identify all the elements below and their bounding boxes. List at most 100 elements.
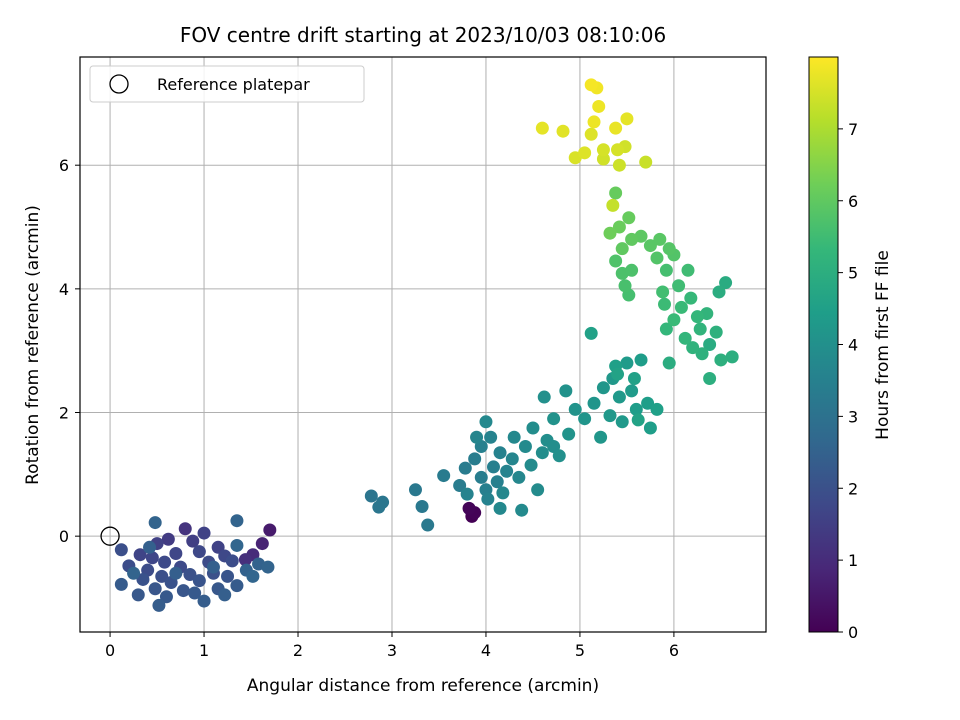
reference-marker xyxy=(100,526,120,546)
data-point xyxy=(479,415,493,429)
data-point xyxy=(584,127,598,141)
data-point xyxy=(656,285,670,299)
data-point xyxy=(643,421,657,435)
data-point xyxy=(562,427,576,441)
data-point xyxy=(587,115,601,129)
data-point xyxy=(622,211,636,225)
data-point xyxy=(148,516,162,530)
data-point xyxy=(703,338,717,351)
data-point xyxy=(505,452,519,466)
x-tick-label: 0 xyxy=(105,641,115,660)
data-point xyxy=(114,577,128,591)
legend-label: Reference platepar xyxy=(157,75,310,94)
colorbar-tick-label: 5 xyxy=(848,264,858,283)
data-point xyxy=(238,553,252,567)
x-axis-ticks: 0 1 2 3 4 5 6 xyxy=(105,632,679,660)
data-point xyxy=(609,121,623,135)
y-axis-label: Rotation from reference (arcmin) xyxy=(23,205,43,485)
data-point xyxy=(230,579,244,593)
data-point xyxy=(364,489,378,503)
data-point xyxy=(206,560,220,574)
data-point xyxy=(620,356,634,370)
data-point xyxy=(484,430,498,444)
data-point xyxy=(535,121,549,135)
x-tick-label: 3 xyxy=(387,641,397,660)
data-point xyxy=(625,263,639,277)
data-point xyxy=(578,146,592,160)
colorbar-ticks: 0 1 2 3 4 5 6 7 xyxy=(838,120,858,642)
colorbar-gradient xyxy=(808,56,839,633)
data-point xyxy=(178,522,192,536)
data-point xyxy=(612,390,626,404)
x-tick-label: 6 xyxy=(669,641,679,660)
data-point xyxy=(690,310,704,324)
data-point xyxy=(468,452,482,466)
x-tick-label: 2 xyxy=(293,641,303,660)
colorbar: 0 1 2 3 4 5 6 7 Hours from first FF file xyxy=(808,56,893,642)
data-point xyxy=(490,475,504,489)
data-point xyxy=(421,518,435,532)
data-point xyxy=(587,396,601,410)
data-point xyxy=(197,594,211,608)
data-point xyxy=(496,486,510,500)
data-point xyxy=(493,501,507,515)
data-point xyxy=(695,347,709,361)
data-point xyxy=(641,396,655,410)
data-point xyxy=(169,546,183,560)
data-point xyxy=(612,158,626,172)
data-point xyxy=(500,464,514,478)
data-point xyxy=(486,460,500,474)
data-point xyxy=(197,526,211,540)
colorbar-label: Hours from first FF file xyxy=(873,250,893,440)
data-point xyxy=(725,350,739,364)
data-point xyxy=(255,537,269,551)
data-point xyxy=(659,322,673,336)
y-tick-label: 0 xyxy=(59,527,69,546)
data-point xyxy=(547,412,561,426)
y-tick-label: 6 xyxy=(59,156,69,175)
data-point xyxy=(667,313,681,327)
data-point xyxy=(659,263,673,277)
scatter-points xyxy=(114,78,739,612)
data-point xyxy=(625,384,639,398)
data-point xyxy=(639,155,653,169)
data-point xyxy=(629,402,643,416)
data-point xyxy=(603,409,617,423)
data-point xyxy=(408,483,422,497)
data-point xyxy=(176,584,190,598)
data-point xyxy=(712,285,726,299)
data-point xyxy=(578,412,592,426)
data-point xyxy=(559,384,573,398)
data-point xyxy=(535,446,549,460)
legend-marker-open-circle-icon xyxy=(109,74,129,94)
data-point xyxy=(625,232,639,246)
data-point xyxy=(693,322,707,336)
data-point xyxy=(556,124,570,138)
data-point xyxy=(596,381,610,395)
data-point xyxy=(192,545,206,559)
data-point xyxy=(481,492,495,506)
x-tick-label: 5 xyxy=(575,641,585,660)
data-point xyxy=(263,523,277,537)
data-point xyxy=(568,402,582,416)
data-point xyxy=(594,430,608,444)
data-point xyxy=(145,551,159,565)
plot-area-frame xyxy=(79,56,767,633)
data-point xyxy=(372,500,386,514)
data-point xyxy=(114,543,128,557)
data-point xyxy=(507,430,521,444)
data-point xyxy=(152,598,166,612)
data-point xyxy=(615,242,629,256)
data-point xyxy=(526,421,540,435)
data-point xyxy=(218,588,232,602)
legend-box xyxy=(89,65,365,103)
data-point xyxy=(643,239,657,253)
data-point xyxy=(609,186,623,200)
x-tick-label: 1 xyxy=(199,641,209,660)
data-point xyxy=(620,112,634,126)
data-point xyxy=(686,341,700,355)
x-axis-label: Angular distance from reference (arcmin) xyxy=(247,676,599,696)
data-point xyxy=(684,291,698,305)
colorbar-tick-label: 3 xyxy=(848,407,858,426)
colorbar-tick-label: 1 xyxy=(848,551,858,570)
